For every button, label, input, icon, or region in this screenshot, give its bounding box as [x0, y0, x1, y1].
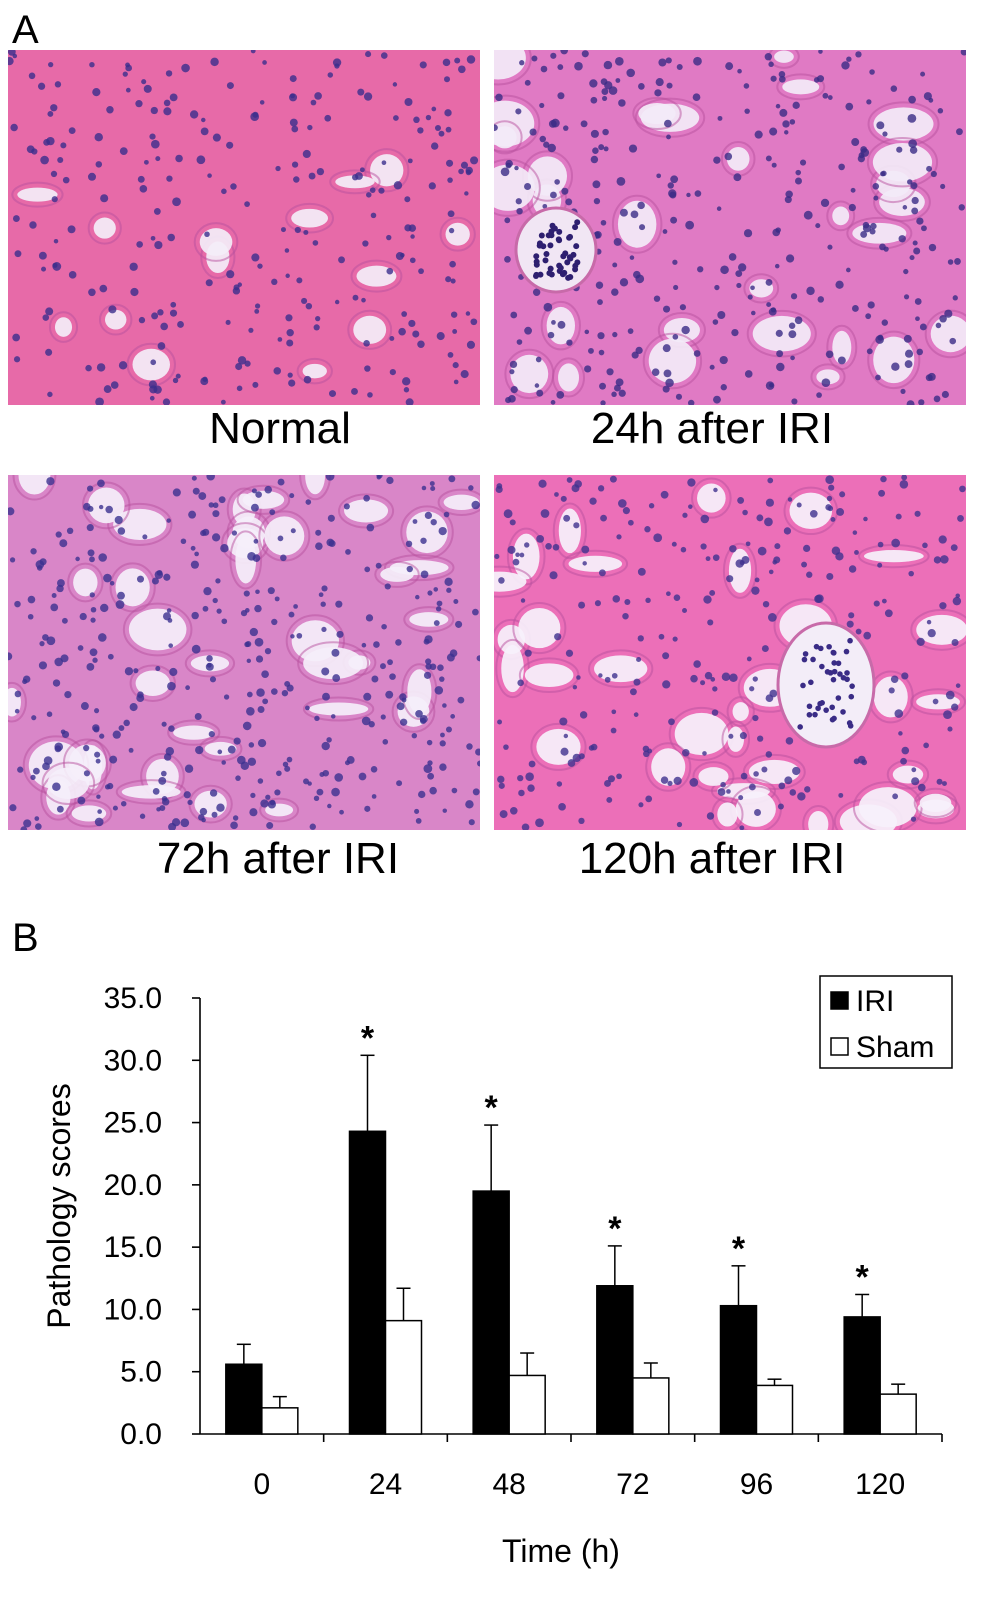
caption-120h: 120h after IRI: [578, 834, 846, 883]
significance-mark: *: [361, 1019, 375, 1057]
bar-sham-96: [755, 1384, 794, 1435]
y-tick-label: 15.0: [104, 1231, 162, 1264]
bar-sham-120: [879, 1393, 917, 1435]
micrograph-120h-texture: [494, 475, 966, 830]
bar-sham-72: [632, 1377, 670, 1435]
micrograph-24h: [494, 50, 966, 405]
y-tick-label: 20.0: [104, 1169, 162, 1202]
panel-b-label: B: [12, 916, 39, 960]
significance-mark: *: [732, 1230, 746, 1268]
y-tick-label: 0.0: [120, 1418, 162, 1451]
legend: IRI Sham: [819, 975, 953, 1069]
bar-sham-0: [261, 1407, 299, 1435]
legend-swatch-sham: [830, 1037, 849, 1056]
micrograph-120h: [494, 475, 966, 830]
x-tick-label: 48: [492, 1468, 525, 1501]
caption-72h: 72h after IRI: [156, 834, 400, 883]
bar-sham-48: [508, 1374, 546, 1435]
pathology-score-chart: 0.0 5.0 10.0 15.0 20.0 25.0 30.0 35.0 0 24 48 72 96 1…: [41, 975, 953, 1569]
y-tick-label: 30.0: [104, 1044, 162, 1077]
micrograph-72h: [8, 475, 480, 830]
x-tick-label: 24: [369, 1468, 402, 1501]
y-tick-label: 10.0: [104, 1293, 162, 1326]
bar-sham-24: [384, 1319, 423, 1435]
y-axis-title: Pathology scores: [41, 1083, 77, 1328]
bar-iri-72: [596, 1285, 634, 1435]
bar-iri-24: [348, 1130, 387, 1435]
micrograph-72h-texture: [8, 475, 480, 830]
micrograph-24h-texture: [494, 50, 966, 405]
panel-a-label: A: [12, 8, 39, 52]
x-tick-label: 120: [855, 1468, 905, 1501]
caption-24h: 24h after IRI: [590, 404, 834, 453]
legend-label-sham: Sham: [856, 1031, 934, 1064]
x-tick-label: 0: [253, 1468, 270, 1501]
y-tick-label: 5.0: [120, 1356, 162, 1389]
x-axis-title: Time (h): [502, 1533, 620, 1569]
bar-iri-96: [719, 1304, 758, 1435]
significance-mark: *: [608, 1210, 622, 1248]
y-tick-label: 35.0: [104, 982, 162, 1015]
caption-normal: Normal: [209, 404, 351, 453]
x-tick-label: 96: [740, 1468, 773, 1501]
significance-mark: *: [485, 1089, 499, 1127]
y-tick-label: 25.0: [104, 1107, 162, 1140]
bar-iri-48: [472, 1190, 510, 1435]
micrograph-normal-texture: [8, 50, 480, 405]
legend-swatch-iri: [830, 991, 849, 1010]
bar-iri-120: [843, 1316, 881, 1435]
legend-label-iri: IRI: [856, 985, 894, 1018]
bar-iri-0: [225, 1363, 263, 1435]
micrograph-normal: [8, 50, 480, 405]
x-tick-label: 72: [616, 1468, 649, 1501]
significance-mark: *: [856, 1258, 870, 1296]
